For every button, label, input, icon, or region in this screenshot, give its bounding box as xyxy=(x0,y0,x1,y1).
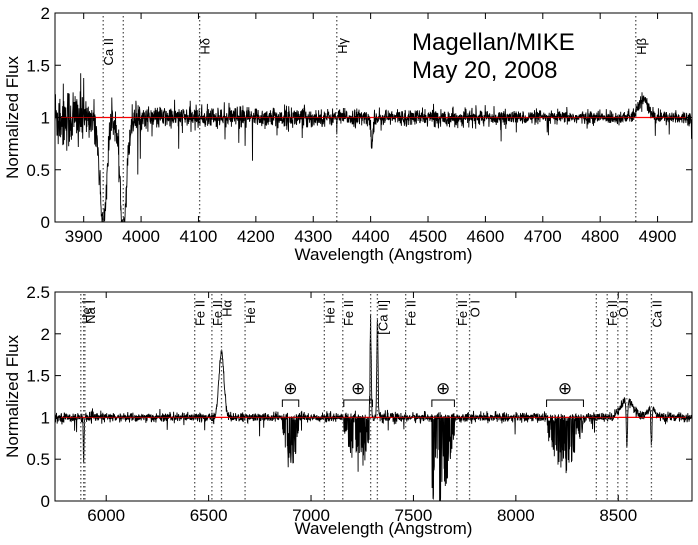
y-tick-label-top-3: 1.5 xyxy=(26,56,50,75)
x-tick-label-top-9: 4800 xyxy=(581,227,619,246)
line-label-bottom-5: Hα xyxy=(220,300,235,317)
telluric-symbol-0: ⊕ xyxy=(283,379,297,398)
x-tick-label-top-1: 4000 xyxy=(122,227,160,246)
line-label-top-0: Ca II xyxy=(101,38,116,65)
line-label-bottom-3: Fe II xyxy=(193,300,208,326)
annotation-line-0: Magellan/MIKE xyxy=(412,29,575,56)
x-tick-label-bottom-4: 8000 xyxy=(497,506,535,525)
x-tick-label-top-2: 4100 xyxy=(180,227,218,246)
telluric-symbol-1: ⊕ xyxy=(351,379,365,398)
telluric-bracket-0 xyxy=(281,399,300,407)
x-tick-label-top-7: 4600 xyxy=(466,227,504,246)
y-tick-label-top-0: 0 xyxy=(41,213,50,232)
x-tick-label-top-4: 4300 xyxy=(294,227,332,246)
line-label-top-2: Hδ xyxy=(198,38,213,55)
y-tick-label-bottom-0: 0 xyxy=(41,492,50,511)
line-label-bottom-7: He I xyxy=(322,300,337,324)
y-tick-label-bottom-1: 0.5 xyxy=(26,450,50,469)
panel-top: Ca II Hδ Hγ Hβ 3900 4000 4100 4200 4300 4400 4500 4… xyxy=(3,4,693,264)
line-label-bottom-11: Fe II xyxy=(404,300,419,326)
line-label-bottom-0: He I xyxy=(79,300,94,324)
line-label-bottom-16: O I xyxy=(616,300,631,317)
line-label-bottom-8: Fe II xyxy=(341,300,356,326)
line-label-bottom-6: He I xyxy=(243,300,258,324)
line-label-top-4: Hβ xyxy=(634,38,649,55)
x-tick-label-top-8: 4700 xyxy=(524,227,562,246)
line-label-bottom-10: [Ca II] xyxy=(375,300,390,335)
line-label-bottom-13: O I xyxy=(468,300,483,317)
y-tick-label-bottom-5: 2.5 xyxy=(26,283,50,302)
x-axis-title-bottom: Wavelength (Angstrom) xyxy=(295,519,473,538)
telluric-bracket-1 xyxy=(343,399,373,407)
y-tick-label-top-1: 0.5 xyxy=(26,161,50,180)
x-tick-label-bottom-0: 6000 xyxy=(87,506,125,525)
y-axis-title-top: Normalized Flux xyxy=(3,56,22,179)
x-tick-label-top-0: 3900 xyxy=(65,227,103,246)
x-tick-label-bottom-1: 6500 xyxy=(190,506,228,525)
line-label-bottom-15: Fe II xyxy=(605,300,620,326)
line-label-bottom-2: Na I xyxy=(83,300,98,324)
plot-frame-bottom xyxy=(54,291,693,502)
line-label-bottom-18: Ca II xyxy=(649,300,664,327)
x-tick-label-bottom-2: 7000 xyxy=(292,506,330,525)
y-tick-label-bottom-4: 2 xyxy=(41,325,50,344)
line-label-top-3: Hγ xyxy=(335,38,350,54)
annotation-line-1: May 20, 2008 xyxy=(412,57,557,84)
telluric-symbol-3: ⊕ xyxy=(558,379,572,398)
telluric-symbol-2: ⊕ xyxy=(436,379,450,398)
y-tick-label-top-2: 1 xyxy=(41,109,50,128)
telluric-bracket-2 xyxy=(431,399,455,407)
x-tick-label-bottom-5: 8500 xyxy=(599,506,637,525)
x-axis-title-top: Wavelength (Angstrom) xyxy=(295,245,473,264)
x-tick-label-top-6: 4500 xyxy=(409,227,447,246)
spectrum-line-top xyxy=(55,73,692,222)
y-tick-label-bottom-3: 1.5 xyxy=(26,367,50,386)
telluric-bracket-3 xyxy=(546,399,584,407)
y-tick-label-top-4: 2 xyxy=(41,4,50,23)
x-tick-label-bottom-3: 7500 xyxy=(395,506,433,525)
x-tick-label-top-5: 4400 xyxy=(352,227,390,246)
x-tick-label-top-10: 4900 xyxy=(639,227,677,246)
line-label-bottom-12: Fe II xyxy=(455,300,470,326)
y-axis-title-bottom: Normalized Flux xyxy=(3,335,22,458)
y-tick-label-bottom-2: 1 xyxy=(41,408,50,427)
x-tick-label-top-3: 4200 xyxy=(237,227,275,246)
